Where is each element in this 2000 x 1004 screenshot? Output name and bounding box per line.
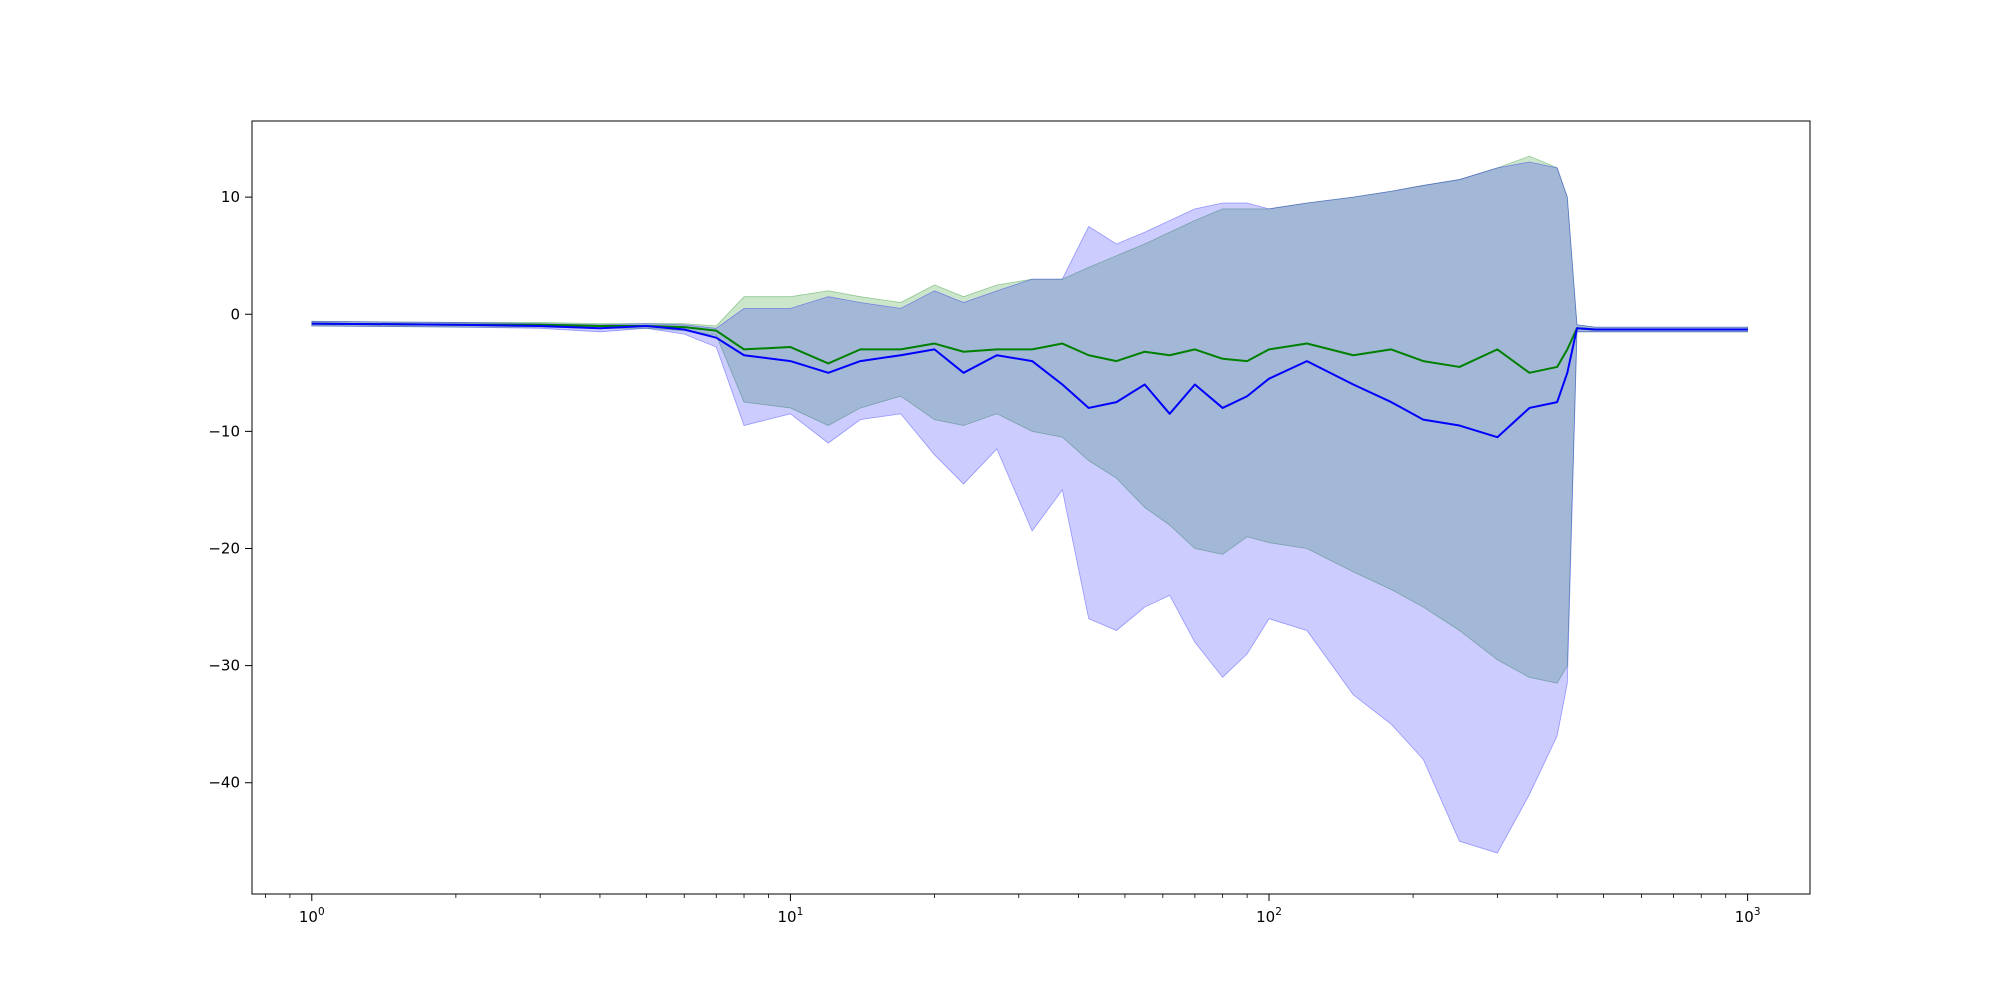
x-tick-label-exponent: 0 <box>318 906 325 918</box>
x-tick-label: 103 <box>1735 906 1761 926</box>
y-tick-label: 10 <box>221 188 240 206</box>
y-tick-label: 0 <box>230 305 240 323</box>
x-tick-label: 101 <box>778 906 804 926</box>
confidence-bands <box>312 156 1748 853</box>
y-tick-label: −20 <box>208 539 240 557</box>
y-tick-label: −40 <box>208 774 240 792</box>
y-tick-label: −10 <box>208 422 240 440</box>
series-2-band <box>312 162 1748 853</box>
x-tick-label-exponent: 2 <box>1275 906 1282 918</box>
x-tick-label: 102 <box>1256 906 1282 926</box>
x-tick-label-exponent: 1 <box>797 906 804 918</box>
x-tick-label-exponent: 3 <box>1754 906 1761 918</box>
y-tick-label: −30 <box>208 657 240 675</box>
x-tick-label: 100 <box>299 906 325 926</box>
y-axis-ticks: 10 0 −10 −20 −30 −40 <box>208 188 252 792</box>
